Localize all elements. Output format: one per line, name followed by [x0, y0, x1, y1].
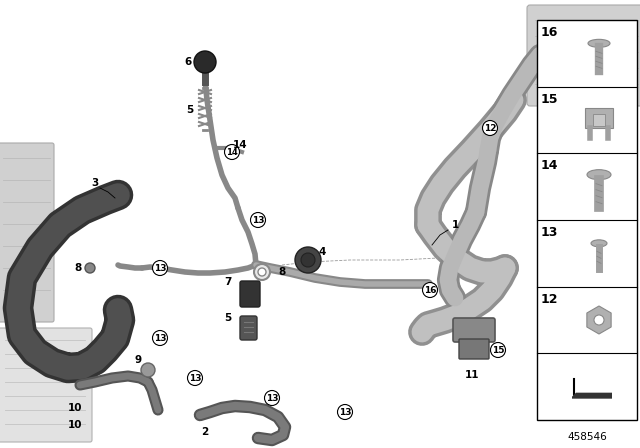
Text: 13: 13	[541, 226, 558, 239]
Text: 8: 8	[278, 267, 285, 277]
Text: 12: 12	[541, 293, 559, 306]
Text: 4: 4	[318, 247, 326, 257]
Circle shape	[152, 331, 168, 345]
Text: 9: 9	[552, 67, 559, 77]
Text: 3: 3	[92, 178, 99, 188]
Polygon shape	[587, 306, 611, 334]
Text: 13: 13	[266, 393, 278, 402]
Text: 16: 16	[424, 285, 436, 294]
Text: 13: 13	[154, 263, 166, 272]
Text: 11: 11	[465, 370, 479, 380]
Text: 13: 13	[252, 215, 264, 224]
Text: 13: 13	[339, 408, 351, 417]
FancyBboxPatch shape	[453, 318, 495, 342]
Circle shape	[258, 268, 266, 276]
Text: 6: 6	[184, 57, 191, 67]
Text: 8: 8	[545, 37, 552, 47]
Text: 16: 16	[541, 26, 558, 39]
Circle shape	[194, 51, 216, 73]
Circle shape	[85, 263, 95, 273]
Text: 7: 7	[224, 277, 232, 287]
FancyBboxPatch shape	[240, 281, 260, 307]
Ellipse shape	[588, 39, 610, 47]
Ellipse shape	[587, 170, 611, 180]
Circle shape	[422, 283, 438, 297]
FancyBboxPatch shape	[240, 316, 257, 340]
FancyBboxPatch shape	[0, 328, 92, 442]
Polygon shape	[572, 392, 612, 399]
Text: 2: 2	[202, 427, 209, 437]
Text: 15: 15	[541, 93, 559, 106]
Ellipse shape	[591, 240, 607, 247]
Circle shape	[295, 247, 321, 273]
Bar	[585, 108, 613, 128]
Circle shape	[152, 260, 168, 276]
Circle shape	[264, 391, 280, 405]
Text: 14: 14	[226, 147, 238, 156]
Bar	[593, 114, 605, 126]
FancyBboxPatch shape	[459, 339, 489, 359]
Circle shape	[188, 370, 202, 385]
Bar	[537, 20, 637, 420]
Text: 458546: 458546	[567, 432, 607, 442]
Circle shape	[141, 363, 155, 377]
Text: 14: 14	[541, 159, 559, 172]
Text: 8: 8	[74, 263, 82, 273]
Circle shape	[337, 405, 353, 419]
Circle shape	[490, 343, 506, 358]
Text: 14: 14	[233, 140, 247, 150]
Text: 1: 1	[451, 220, 459, 230]
Text: 12: 12	[484, 124, 496, 133]
Text: 9: 9	[134, 355, 141, 365]
Text: 5: 5	[186, 105, 194, 115]
Text: 13: 13	[189, 374, 201, 383]
Circle shape	[483, 121, 497, 135]
Circle shape	[225, 145, 239, 159]
Circle shape	[594, 315, 604, 325]
Text: 10: 10	[68, 420, 83, 430]
Circle shape	[301, 253, 315, 267]
FancyBboxPatch shape	[0, 143, 54, 322]
Text: 13: 13	[154, 333, 166, 343]
Circle shape	[254, 264, 270, 280]
Text: 10: 10	[68, 403, 83, 413]
Text: 15: 15	[492, 345, 504, 354]
FancyBboxPatch shape	[527, 5, 640, 106]
Text: 5: 5	[225, 313, 232, 323]
Circle shape	[250, 212, 266, 228]
